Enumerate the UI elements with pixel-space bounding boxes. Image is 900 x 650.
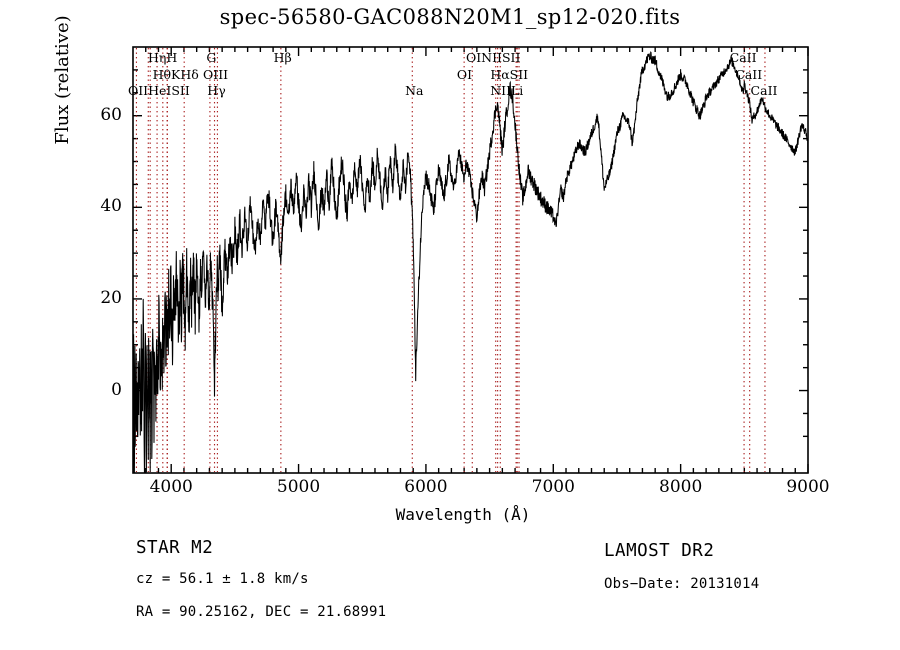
y-tick-label: 60 — [100, 104, 122, 125]
spectral-line-label: NIILi — [490, 83, 524, 98]
spectral-line-label: OI — [456, 67, 473, 82]
x-tick-label: 7000 — [531, 477, 575, 497]
axis-ticks — [133, 47, 809, 473]
spectral-line-label: Na — [405, 83, 424, 98]
spectral-line-label: CaII — [750, 83, 778, 98]
spectral-line-label: OIII — [203, 67, 229, 82]
spectrum-trace — [133, 51, 808, 473]
x-tick-label: 8000 — [659, 477, 703, 497]
redshift-velocity: cz = 56.1 ± 1.8 km/s — [136, 571, 309, 587]
spectral-line-label: OIIHeISII — [128, 83, 190, 98]
spectral-line-label: Hγ — [207, 83, 226, 98]
spectral-line-label: HηH — [147, 50, 178, 65]
spectral-line-label: CaII — [735, 67, 763, 82]
spectral-line-label: Hβ — [273, 50, 292, 65]
spectral-line-label: HθKHδ — [152, 67, 199, 82]
spectral-line-label: G — [206, 50, 217, 65]
x-tick-label: 5000 — [276, 477, 321, 497]
spectral-line-label: HαSII — [490, 67, 529, 82]
spectral-line-label: CaII — [729, 50, 757, 65]
y-tick-label: 0 — [111, 379, 122, 400]
y-tick-label: 20 — [100, 287, 122, 308]
plot-frame — [132, 46, 809, 474]
page-title: spec-56580-GAC088N20M1_sp12-020.fits — [219, 5, 681, 29]
x-tick-label: 6000 — [404, 477, 448, 497]
spectral-line-label: OINIISII — [465, 50, 521, 65]
spectral-line-markers — [135, 48, 766, 472]
y-tick-label: 40 — [100, 196, 122, 217]
x-tick-label: 4000 — [149, 477, 193, 497]
object-class: STAR M2 — [136, 538, 214, 558]
survey-name: LAMOST DR2 — [604, 541, 715, 561]
x-tick-label: 9000 — [786, 477, 830, 497]
x-axis-label: Wavelength (Å) — [395, 505, 531, 524]
coordinates: RA = 90.25162, DEC = 21.68991 — [136, 604, 387, 620]
observation-date: Obs−Date: 20131014 — [604, 576, 760, 592]
y-axis-label: Flux (relative) — [52, 15, 73, 145]
